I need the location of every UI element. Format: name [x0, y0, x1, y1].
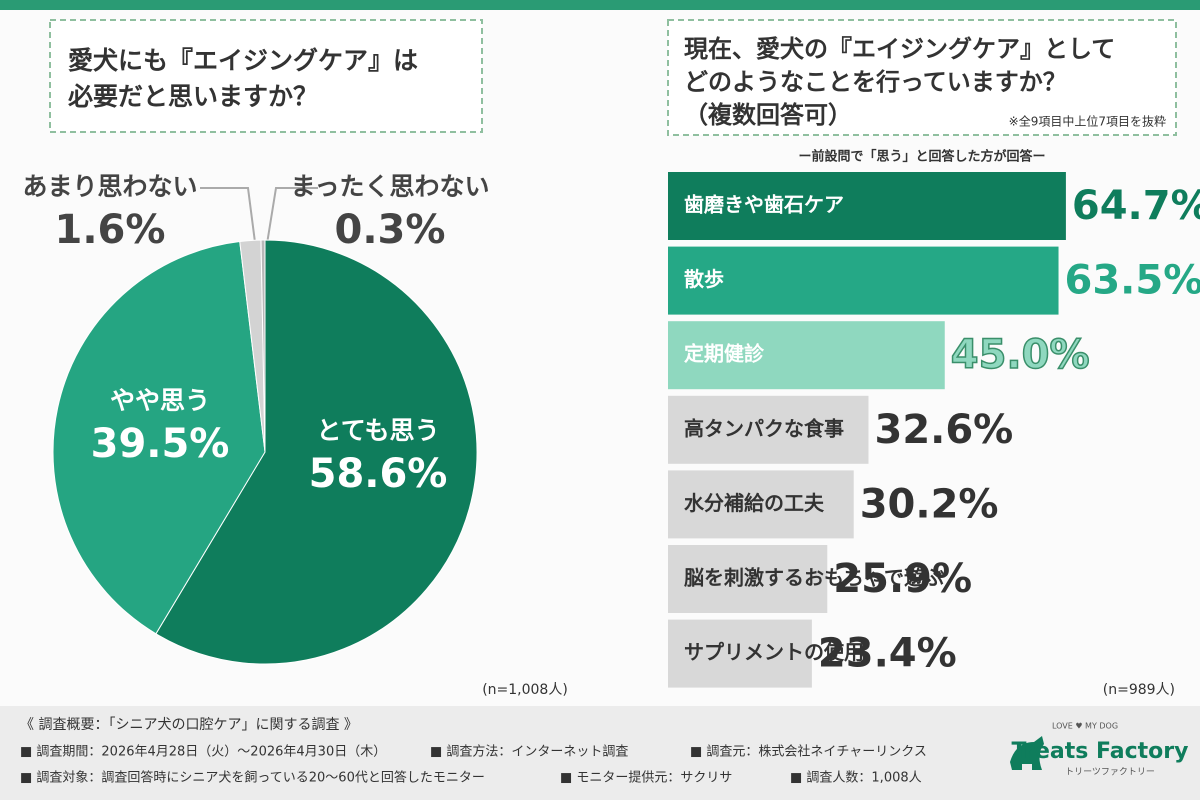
- leader-line: [200, 187, 257, 251]
- value-label: 23.4%: [818, 631, 957, 677]
- footer-item: ■ 調査方法：インターネット調査: [430, 744, 628, 760]
- slice-value: 39.5%: [91, 421, 230, 467]
- top-border: [0, 0, 1200, 10]
- value-label: 64.7%: [1072, 183, 1200, 229]
- bar: [668, 246, 1059, 315]
- logo-kana: トリーツファクトリー: [1065, 767, 1155, 778]
- sample-note: (n=989人): [1103, 682, 1175, 698]
- slice-value: 0.3%: [335, 207, 446, 253]
- bar: [668, 470, 854, 539]
- bar-label: サプリメントの使用: [684, 640, 864, 664]
- footer-item: ■ 調査人数：1,008人: [790, 771, 922, 786]
- annotation: ※全9項目中上位7項目を抜粋: [1009, 114, 1166, 129]
- pie-slice: [260, 239, 266, 453]
- footer-item: ■ モニター提供元：サクリサ: [560, 770, 732, 786]
- value-label: 25.9%: [833, 556, 972, 602]
- slice-label: まったく思わない: [290, 172, 489, 201]
- value-label: 45.0%: [951, 332, 1090, 378]
- bar: [668, 395, 869, 464]
- pie-slice: [155, 239, 478, 665]
- sample-note: (n=1,008人): [482, 682, 568, 698]
- bar: [668, 619, 812, 688]
- logo-tagline: LOVE ♥ MY DOG: [1052, 722, 1118, 731]
- pie-slice: [52, 240, 266, 635]
- logo-name: Treats Factory: [1012, 739, 1189, 764]
- slice-label: やや思う: [110, 386, 210, 415]
- value-label: 30.2%: [860, 481, 999, 527]
- title: 現在、愛犬の『エイジングケア』としてどのようなことを行っていますか？（複数回答可…: [684, 35, 1115, 129]
- title-box: [49, 19, 483, 133]
- title: 愛犬にも『エイジングケア』は必要だと思いますか？: [68, 46, 418, 111]
- subtitle: ー前設問で「思う」と回答した方が回答ー: [798, 149, 1045, 165]
- value-label: 63.5%: [1065, 258, 1200, 304]
- slice-label: あまり思わない: [22, 172, 197, 201]
- logo-dog: [1010, 736, 1044, 770]
- footer-heading: 《 調査概要：「シニア犬の口腔ケア」に関する調査 》: [20, 717, 358, 733]
- leader-line: [265, 187, 318, 251]
- bar: [668, 172, 1066, 240]
- slice-label: とても思う: [316, 416, 439, 445]
- slice-value: 58.6%: [309, 451, 448, 497]
- bar: [668, 321, 945, 390]
- footer-bg: [0, 706, 1200, 800]
- bar-label: 歯磨きや歯石ケア: [684, 193, 844, 217]
- slice-value: 1.6%: [55, 207, 166, 253]
- bar: [668, 545, 828, 613]
- footer-item: ■ 調査期間：2026年4月28日（火）〜2026年4月30日（木）: [20, 745, 386, 760]
- value-label: 32.6%: [874, 407, 1013, 453]
- bar-label: 定期健診: [684, 342, 765, 366]
- bar-label: 水分補給の工夫: [684, 491, 825, 515]
- footer-item: ■ 調査対象：調査回答時にシニア犬を飼っている20〜60代と回答したモニター: [20, 770, 485, 786]
- bar-label: 高タンパクな食事: [684, 416, 844, 440]
- title-box: [667, 19, 1177, 136]
- bar-label: 散歩: [684, 267, 724, 291]
- bar-label: 脳を刺激するおもちゃで遊ぶ: [683, 566, 944, 590]
- footer-item: ■ 調査元：株式会社ネイチャーリンクス: [690, 744, 927, 760]
